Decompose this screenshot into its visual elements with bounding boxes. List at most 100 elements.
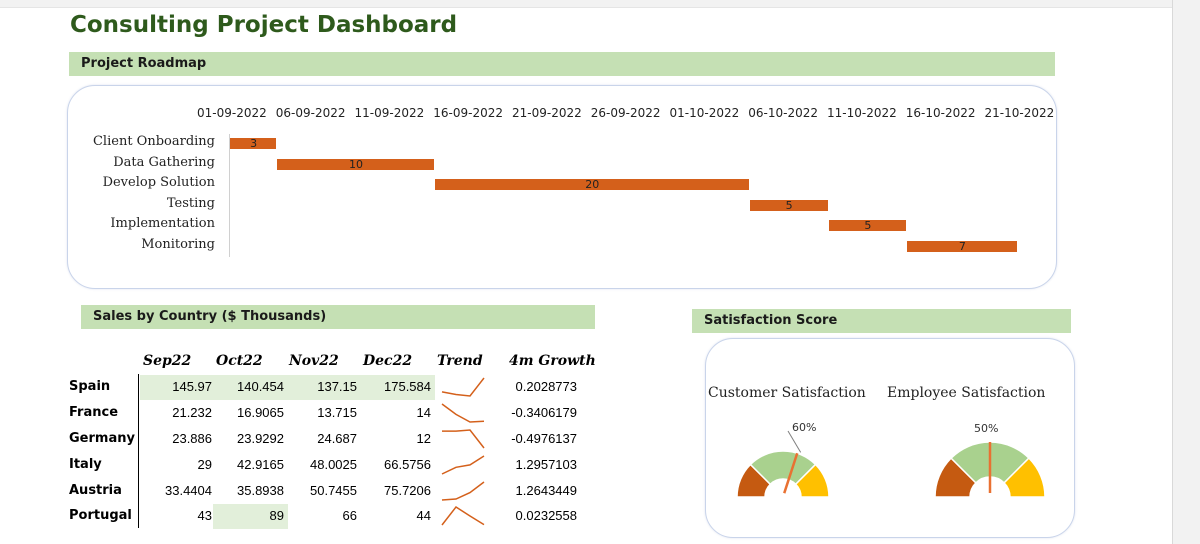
gantt-duration-label: 3 <box>250 137 258 150</box>
trend-sparkline <box>442 429 485 449</box>
sheet-right-scroll-area[interactable] <box>1172 0 1200 544</box>
gantt-duration-label: 10 <box>349 157 363 171</box>
table-cell[interactable]: 66 <box>342 508 357 523</box>
gantt-date-label: 16-10-2022 <box>905 106 976 120</box>
gantt-date-label: 11-09-2022 <box>354 106 425 120</box>
growth-value[interactable]: 0.0232558 <box>515 508 577 523</box>
trend-sparkline <box>441 403 485 423</box>
gauge-title: Employee Satisfaction <box>887 385 1046 401</box>
country-label: France <box>69 405 119 420</box>
country-label: Portugal <box>69 508 132 523</box>
highlighted-cell <box>213 375 288 400</box>
column-header: Dec22 <box>363 353 413 369</box>
gantt-date-label: 26-09-2022 <box>590 106 661 120</box>
table-cell[interactable]: 23.9292 <box>237 431 284 446</box>
table-cell[interactable]: 33.4404 <box>165 483 212 498</box>
gantt-task-label: Monitoring <box>141 237 215 252</box>
sparkline-line <box>442 429 485 449</box>
gantt-date-label: 01-09-2022 <box>197 106 267 120</box>
growth-value[interactable]: 0.2028773 <box>515 379 577 394</box>
gantt-bar[interactable] <box>434 179 749 191</box>
table-cell[interactable]: 42.9165 <box>237 457 284 472</box>
table-cell[interactable]: 35.8938 <box>237 483 284 498</box>
highlighted-cell <box>213 504 288 529</box>
table-cell[interactable]: 140.454 <box>237 379 284 394</box>
table-cell[interactable]: 43 <box>197 508 212 523</box>
satisfaction-panel[interactable] <box>705 338 1075 538</box>
country-label: Spain <box>69 379 111 394</box>
sparkline-line <box>441 481 485 501</box>
growth-value[interactable]: -0.3406179 <box>511 405 577 420</box>
gantt-date-label: 11-10-2022 <box>827 106 897 120</box>
table-cell[interactable]: 12 <box>416 431 431 446</box>
gantt-duration-label: 7 <box>958 240 966 253</box>
table-cell[interactable]: 89 <box>269 508 284 523</box>
sparkline-line <box>441 455 485 475</box>
gantt-bar[interactable] <box>907 241 1017 252</box>
table-cell[interactable]: 66.5756 <box>384 457 431 472</box>
sales-table-divider <box>138 374 139 528</box>
dashboard-title: Consulting Project Dashboard <box>70 12 458 38</box>
country-label: Germany <box>69 431 135 446</box>
gantt-date-label: 21-09-2022 <box>512 106 582 120</box>
roadmap-header: Project Roadmap <box>69 52 1055 76</box>
sparkline-line <box>441 505 485 526</box>
sparkline-line <box>441 377 485 397</box>
gauge-value-label: 60% <box>792 421 817 434</box>
gantt-bar[interactable] <box>749 199 828 211</box>
gantt-date-label: 06-10-2022 <box>748 106 818 120</box>
sales-header: Sales by Country ($ Thousands) <box>81 305 595 329</box>
gantt-duration-label: 5 <box>864 219 872 233</box>
table-cell[interactable]: 137.15 <box>317 379 357 394</box>
gantt-date-label: 06-09-2022 <box>275 106 346 120</box>
gantt-date-label: 21-10-2022 <box>984 106 1055 120</box>
column-header: 4m Growth <box>509 353 596 369</box>
table-cell[interactable]: 14 <box>416 405 431 420</box>
table-cell[interactable]: 50.7455 <box>310 483 357 498</box>
table-cell[interactable]: 21.232 <box>172 405 212 420</box>
gantt-task-axis <box>229 134 230 257</box>
table-cell[interactable]: 24.687 <box>317 431 357 446</box>
table-cell[interactable]: 44 <box>416 508 431 523</box>
sparkline-line <box>441 403 485 423</box>
table-cell[interactable]: 145.97 <box>172 379 212 394</box>
gantt-task-label: Client Onboarding <box>92 134 215 149</box>
trend-sparkline <box>441 481 485 501</box>
gantt-task-label: Data Gathering <box>113 154 215 170</box>
country-label: Austria <box>69 483 122 498</box>
highlighted-cell <box>359 375 435 400</box>
gantt-date-label: 16-09-2022 <box>433 106 503 120</box>
column-header: Nov22 <box>289 353 339 369</box>
trend-sparkline <box>441 505 485 526</box>
gantt-task-label: Develop Solution <box>102 175 215 191</box>
table-cell[interactable]: 23.886 <box>172 431 212 446</box>
table-cell[interactable]: 175.584 <box>384 379 431 394</box>
growth-value[interactable]: -0.4976137 <box>511 431 577 446</box>
column-header: Sep22 <box>143 353 192 369</box>
table-cell[interactable]: 16.9065 <box>237 405 284 420</box>
satisfaction-header: Satisfaction Score <box>692 309 1071 333</box>
gantt-duration-label: 20 <box>585 178 600 192</box>
sheet-top-edge <box>0 0 1172 8</box>
highlighted-cell <box>286 375 361 400</box>
growth-value[interactable]: 1.2643449 <box>515 483 577 498</box>
gantt-date-label: 01-10-2022 <box>669 106 740 120</box>
gantt-task-label: Testing <box>166 195 215 211</box>
highlighted-cell <box>140 375 216 400</box>
gauge-title: Customer Satisfaction <box>708 385 866 401</box>
growth-value[interactable]: 1.2957103 <box>515 457 577 472</box>
table-cell[interactable]: 13.715 <box>317 405 357 420</box>
gantt-task-label: Implementation <box>110 216 215 232</box>
gantt-bar[interactable] <box>277 158 434 170</box>
table-cell[interactable]: 29 <box>197 457 212 472</box>
column-header: Trend <box>437 353 483 369</box>
gantt-bar[interactable] <box>230 138 277 149</box>
table-cell[interactable]: 48.0025 <box>310 457 357 472</box>
column-header: Oct22 <box>216 353 263 369</box>
gauge-value-label: 50% <box>974 422 999 435</box>
trend-sparkline <box>441 455 485 475</box>
table-cell[interactable]: 75.7206 <box>384 483 431 498</box>
gantt-duration-label: 5 <box>785 198 793 212</box>
gantt-bar[interactable] <box>828 220 907 232</box>
country-label: Italy <box>69 457 102 472</box>
